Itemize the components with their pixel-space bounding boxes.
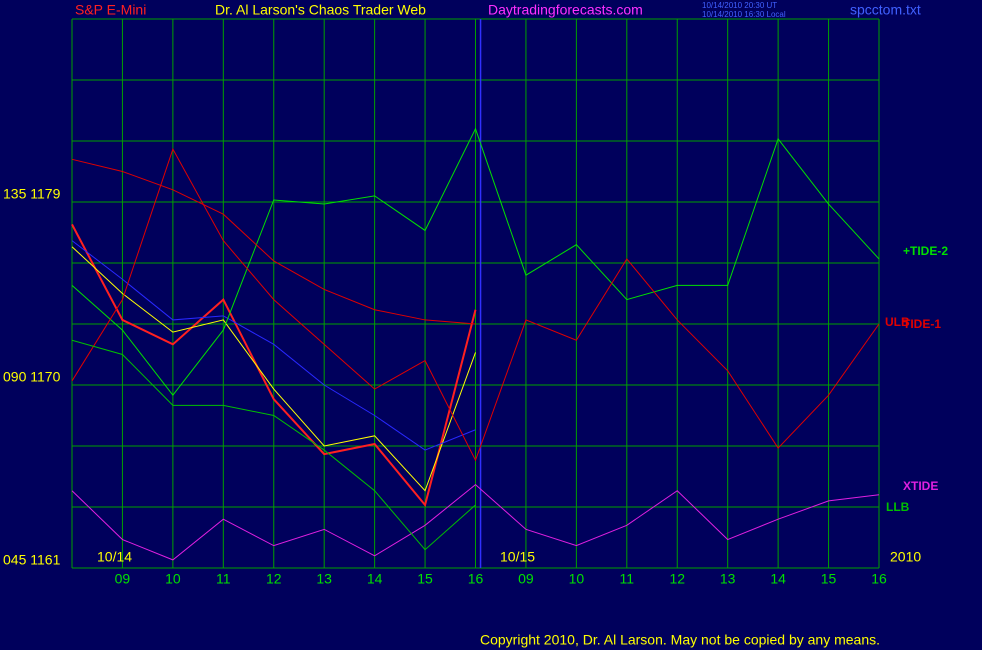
series-line [71, 158, 476, 325]
x-tick-label: 10 [165, 571, 181, 587]
series-label: XTIDE [903, 479, 938, 493]
x-tick-label: 15 [821, 571, 837, 587]
x-tick-label: 09 [115, 571, 131, 587]
x-tick-label: 16 [468, 571, 484, 587]
series-line [71, 240, 476, 451]
x-tick-label: 12 [266, 571, 282, 587]
x-tick-label: 15 [417, 571, 433, 587]
series-label: TIDE-1 [903, 317, 941, 331]
timestamp: 10/14/2010 16:30 Local [702, 10, 786, 19]
series-line [71, 246, 476, 492]
site-name: Daytradingforecasts.com [488, 2, 643, 18]
x-tick-label: 11 [620, 571, 635, 587]
series-label: ULB [885, 315, 910, 329]
date-label: 10/14 [97, 549, 132, 565]
x-tick-label: 11 [216, 571, 231, 587]
copyright: Copyright 2010, Dr. Al Larson. May not b… [480, 632, 880, 648]
date-label: 10/15 [500, 549, 535, 565]
date-label: 2010 [890, 549, 921, 565]
x-tick-label: 13 [720, 571, 736, 587]
y-tick-label: 090 1170 [3, 369, 61, 385]
x-tick-label: 09 [518, 571, 534, 587]
series-label: LLB [886, 500, 910, 514]
x-tick-label: 14 [770, 571, 786, 587]
series-line [71, 339, 476, 551]
x-tick-label: 14 [367, 571, 383, 587]
series-line [71, 223, 477, 508]
x-tick-label: 12 [669, 571, 685, 587]
chart-subtitle: Dr. Al Larson's Chaos Trader Web [215, 2, 426, 18]
x-tick-label: 10 [569, 571, 585, 587]
series-line [71, 127, 880, 396]
y-tick-label: 135 1179 [3, 186, 61, 202]
y-tick-label: 045 1161 [3, 552, 61, 568]
series-line [71, 483, 880, 561]
x-tick-label: 16 [871, 571, 887, 587]
timestamp: 10/14/2010 20:30 UT [702, 1, 777, 10]
series-label: +TIDE-2 [903, 244, 948, 258]
chart-title: S&P E-Mini [75, 2, 146, 18]
file-name: spcctom.txt [850, 2, 921, 18]
series-line [71, 147, 880, 462]
x-tick-label: 13 [316, 571, 332, 587]
